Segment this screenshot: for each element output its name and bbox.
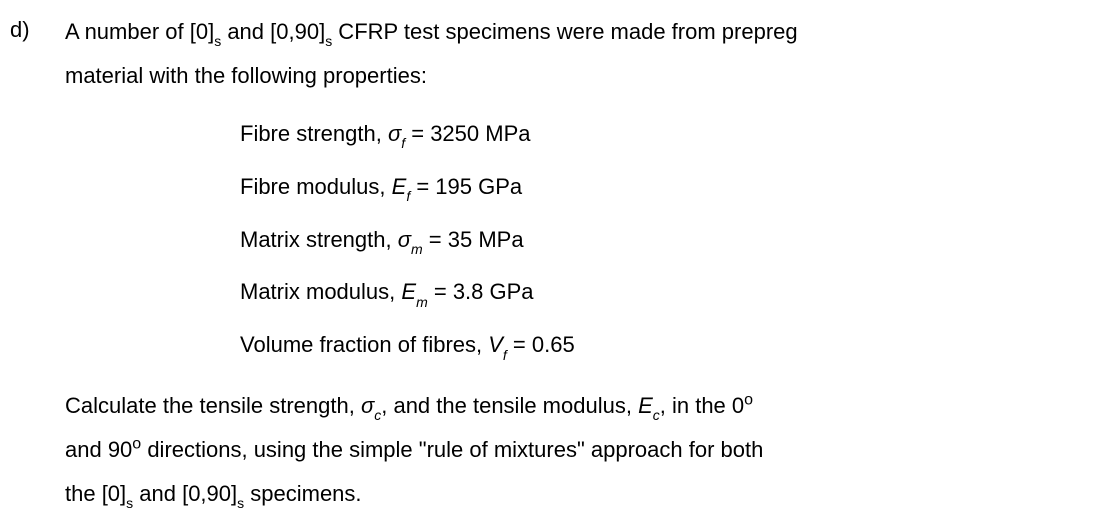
calc-text-1: Calculate the tensile strength, — [65, 393, 361, 418]
intro-text-3: CFRP test specimens were made from prepr… — [332, 19, 797, 44]
intro-sub-2: s — [325, 33, 332, 49]
calc-symbol-1: σ — [361, 393, 374, 418]
prop-symbol: σ — [398, 227, 411, 252]
prop-symbol: E — [401, 279, 416, 304]
calc-degree-1: o — [744, 392, 753, 409]
calc-text-4: and 90 — [65, 437, 132, 462]
property-fibre-strength: Fibre strength, σf = 3250 MPa — [240, 116, 1072, 153]
calc-sub-2: c — [653, 407, 660, 423]
prop-label: Matrix modulus, — [240, 279, 401, 304]
calc-degree-2: o — [132, 436, 141, 453]
intro-sub-1: s — [214, 33, 221, 49]
prop-subscript: m — [411, 241, 423, 257]
calc-text-7: and [0,90] — [133, 481, 237, 506]
calc-text-8: specimens. — [244, 481, 361, 506]
prop-value: = 3250 MPa — [405, 121, 530, 146]
intro-text-2: and [0,90] — [221, 19, 325, 44]
prop-symbol: σ — [388, 121, 401, 146]
prop-label: Volume fraction of fibres, — [240, 332, 488, 357]
prop-label: Matrix strength, — [240, 227, 398, 252]
property-matrix-modulus: Matrix modulus, Em = 3.8 GPa — [240, 274, 1072, 311]
property-matrix-strength: Matrix strength, σm = 35 MPa — [240, 222, 1072, 259]
calculation-paragraph: Calculate the tensile strength, σc, and … — [65, 384, 1072, 516]
property-volume-fraction: Volume fraction of fibres, Vf = 0.65 — [240, 327, 1072, 364]
calc-text-2: , and the tensile modulus, — [381, 393, 638, 418]
calc-text-5: directions, using the simple "rule of mi… — [141, 437, 763, 462]
prop-subscript: f — [503, 347, 507, 363]
calc-symbol-2: E — [638, 393, 653, 418]
properties-block: Fibre strength, σf = 3250 MPa Fibre modu… — [65, 116, 1072, 364]
intro-text-4: material with the following properties: — [65, 63, 427, 88]
prop-symbol: E — [392, 174, 407, 199]
prop-subscript: f — [406, 188, 410, 204]
calc-text-6: the [0] — [65, 481, 126, 506]
calc-sub-3: s — [126, 495, 133, 511]
prop-value: = 195 GPa — [410, 174, 522, 199]
prop-value: = 35 MPa — [423, 227, 524, 252]
prop-symbol: V — [488, 332, 503, 357]
question-content-column: A number of [0]s and [0,90]s CFRP test s… — [65, 10, 1102, 516]
calc-sub-1: c — [374, 407, 381, 423]
prop-value: = 3.8 GPa — [428, 279, 534, 304]
question-label-column: d) — [0, 10, 65, 47]
prop-value: = 0.65 — [507, 332, 575, 357]
question-label: d) — [10, 17, 30, 42]
intro-paragraph: A number of [0]s and [0,90]s CFRP test s… — [65, 10, 1072, 98]
prop-label: Fibre strength, — [240, 121, 388, 146]
intro-text-1: A number of [0] — [65, 19, 214, 44]
prop-subscript: f — [401, 135, 405, 151]
property-fibre-modulus: Fibre modulus, Ef = 195 GPa — [240, 169, 1072, 206]
question-container: d) A number of [0]s and [0,90]s CFRP tes… — [0, 10, 1102, 516]
calc-text-3: , in the 0 — [660, 393, 744, 418]
prop-label: Fibre modulus, — [240, 174, 392, 199]
calc-sub-4: s — [237, 495, 244, 511]
prop-subscript: m — [416, 294, 428, 310]
